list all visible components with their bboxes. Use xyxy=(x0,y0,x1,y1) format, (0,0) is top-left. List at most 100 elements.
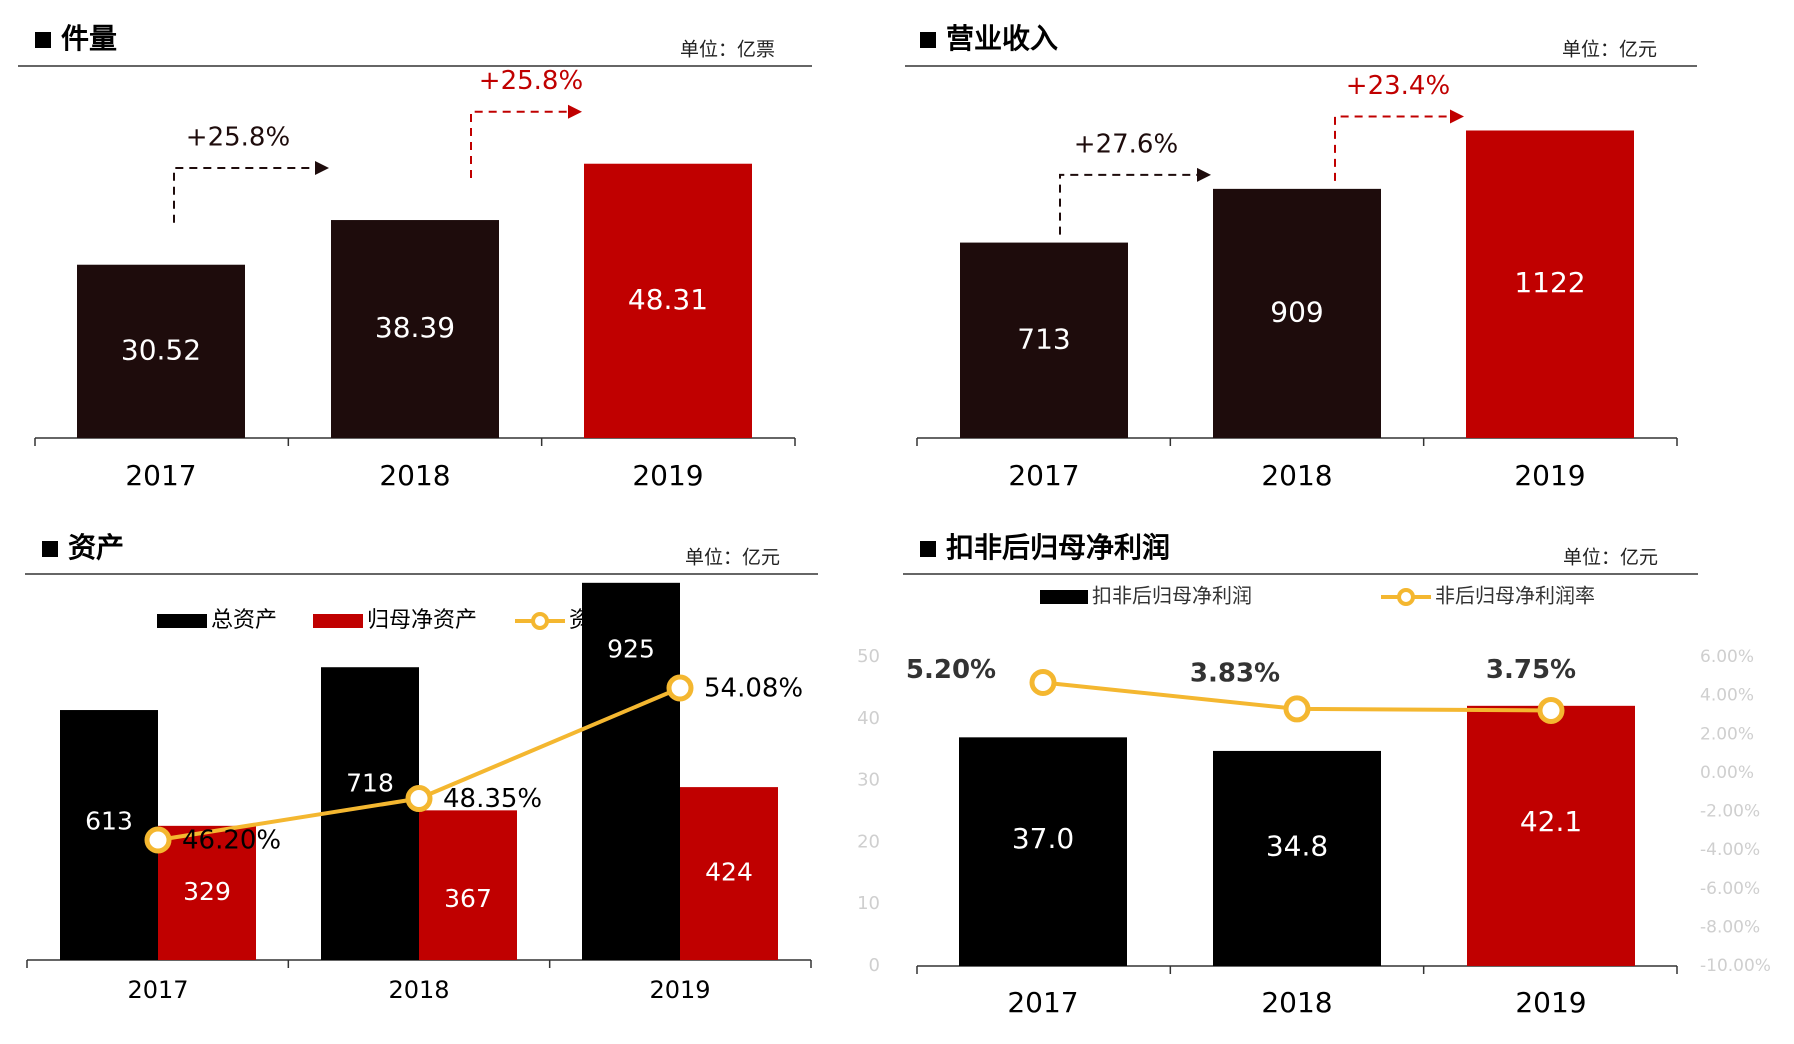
title-square-icon xyxy=(42,541,58,557)
growth-label: +25.8% xyxy=(479,66,583,96)
bar-value-label: 424 xyxy=(705,858,753,887)
y-tick-label: 40 xyxy=(857,708,880,729)
ratio-value-label: 46.20% xyxy=(182,826,281,856)
bar xyxy=(582,582,680,960)
y2-tick-label: 6.00% xyxy=(1700,647,1754,667)
title-square-icon xyxy=(920,32,936,48)
bar-value-label: 909 xyxy=(1270,295,1323,328)
growth-arrow-line xyxy=(1334,115,1452,181)
growth-arrow-head xyxy=(1450,109,1464,124)
category-label: 2018 xyxy=(1261,986,1332,1019)
growth-label: +27.6% xyxy=(1074,129,1178,159)
unit-label: 单位：亿元 xyxy=(1562,39,1657,61)
title-square-icon xyxy=(35,32,51,48)
bar-value-label: 613 xyxy=(85,807,133,836)
bar xyxy=(1213,750,1381,966)
panel-title: 件量 xyxy=(61,22,117,55)
growth-arrow-line xyxy=(1059,173,1199,235)
bar xyxy=(584,163,752,438)
bar-value-label: 925 xyxy=(607,635,655,664)
bar-value-label: 1122 xyxy=(1514,266,1585,299)
bar-value-label: 37.0 xyxy=(1012,822,1074,855)
ratio-value-label: 48.35% xyxy=(443,784,542,814)
y-tick-label: 20 xyxy=(857,831,880,852)
y2-tick-label: -10.00% xyxy=(1700,956,1771,976)
legend-swatch-profit xyxy=(1040,590,1088,604)
ratio-value-label: 54.08% xyxy=(704,674,803,704)
legend-marker-ratio xyxy=(531,612,549,630)
legend-label: 总资产 xyxy=(211,608,277,633)
ratio-marker xyxy=(405,785,433,813)
y2-tick-label: -4.00% xyxy=(1700,840,1760,860)
category-label: 2017 xyxy=(1007,986,1078,1019)
unit-label: 单位：亿票 xyxy=(680,39,775,61)
chart-panel-3: 资产单位：亿元总资产归母净资产资产负债率20172018201961332971… xyxy=(25,531,818,1004)
margin-value-label: 5.20% xyxy=(906,655,996,685)
title-square-icon xyxy=(920,541,936,557)
bar xyxy=(1466,130,1634,438)
y2-tick-label: -6.00% xyxy=(1700,879,1760,899)
bar-value-label: 329 xyxy=(183,877,231,906)
category-label: 2019 xyxy=(1515,986,1586,1019)
y-tick-label: 50 xyxy=(857,646,880,667)
bar-value-label: 34.8 xyxy=(1266,830,1328,863)
legend-swatch-net-assets xyxy=(313,614,363,628)
bar-value-label: 30.52 xyxy=(121,333,201,366)
unit-label: 单位：亿元 xyxy=(1563,547,1658,569)
y2-tick-label: 2.00% xyxy=(1700,724,1754,744)
chart-panel-1: 件量 单位：亿票 30.52 2017 38.39 2018 48.31 2019 +25.8%… xyxy=(18,22,812,492)
ratio-marker xyxy=(144,826,172,854)
category-label: 2019 xyxy=(632,459,703,492)
chart-panel-2: 营业收入单位：亿元 713 2017 909 2018 1122 2019 +27.6% +23… xyxy=(905,22,1697,492)
category-label: 2017 xyxy=(1008,459,1079,492)
margin-value-label: 3.75% xyxy=(1486,655,1576,685)
panel-title: 营业收入 xyxy=(946,22,1058,55)
growth-arrow-line xyxy=(470,110,570,179)
margin-marker xyxy=(1283,695,1311,723)
bar-value-label: 42.1 xyxy=(1520,805,1582,838)
bar-value-label: 713 xyxy=(1017,322,1070,355)
ratio-marker xyxy=(666,674,694,702)
bar-value-label: 367 xyxy=(444,884,492,913)
category-label: 2019 xyxy=(1514,459,1585,492)
bar xyxy=(158,825,256,960)
legend-label: 非后归母净利润率 xyxy=(1435,584,1595,608)
y-tick-label: 0 xyxy=(869,955,880,976)
growth-label: +23.4% xyxy=(1346,71,1450,101)
margin-marker xyxy=(1537,696,1565,724)
bar xyxy=(331,220,499,438)
growth-arrow-line xyxy=(173,167,317,223)
legend-marker-margin xyxy=(1397,588,1415,606)
bar-value-label: 48.31 xyxy=(628,283,708,316)
bar xyxy=(1467,705,1635,966)
y2-tick-label: 0.00% xyxy=(1700,763,1754,783)
bar xyxy=(321,667,419,960)
legend-label: 归母净资产 xyxy=(367,608,477,633)
legend-swatch-total-assets xyxy=(157,614,207,628)
bar xyxy=(60,710,158,960)
unit-label: 单位：亿元 xyxy=(685,547,780,569)
y2-tick-label: -2.00% xyxy=(1700,802,1760,822)
y2-tick-label: 4.00% xyxy=(1700,686,1754,706)
growth-label: +25.8% xyxy=(186,123,290,153)
bar-value-label: 718 xyxy=(346,768,394,797)
growth-arrow-head xyxy=(315,161,329,176)
panel-title: 资产 xyxy=(68,531,124,564)
bar-value-label: 38.39 xyxy=(375,311,455,344)
margin-marker xyxy=(1029,668,1057,696)
growth-arrow-head xyxy=(568,104,582,119)
panel-title: 扣非后归母净利润 xyxy=(946,531,1170,564)
y-tick-label: 30 xyxy=(857,770,880,791)
y2-tick-label: -8.00% xyxy=(1700,917,1760,937)
chart-panel-4: 扣非后归母净利润 单位：亿元 0 10 20 30 40 50 -10.00% -8.00% -6.… xyxy=(857,531,1771,1019)
margin-value-label: 3.83% xyxy=(1190,658,1280,688)
bar xyxy=(959,737,1127,966)
growth-arrow-head xyxy=(1197,167,1211,182)
category-label: 2018 xyxy=(388,976,449,1004)
bar xyxy=(960,242,1128,438)
category-label: 2018 xyxy=(1261,459,1332,492)
legend-label: 扣非后归母净利润 xyxy=(1092,584,1252,608)
category-label: 2019 xyxy=(649,976,710,1004)
